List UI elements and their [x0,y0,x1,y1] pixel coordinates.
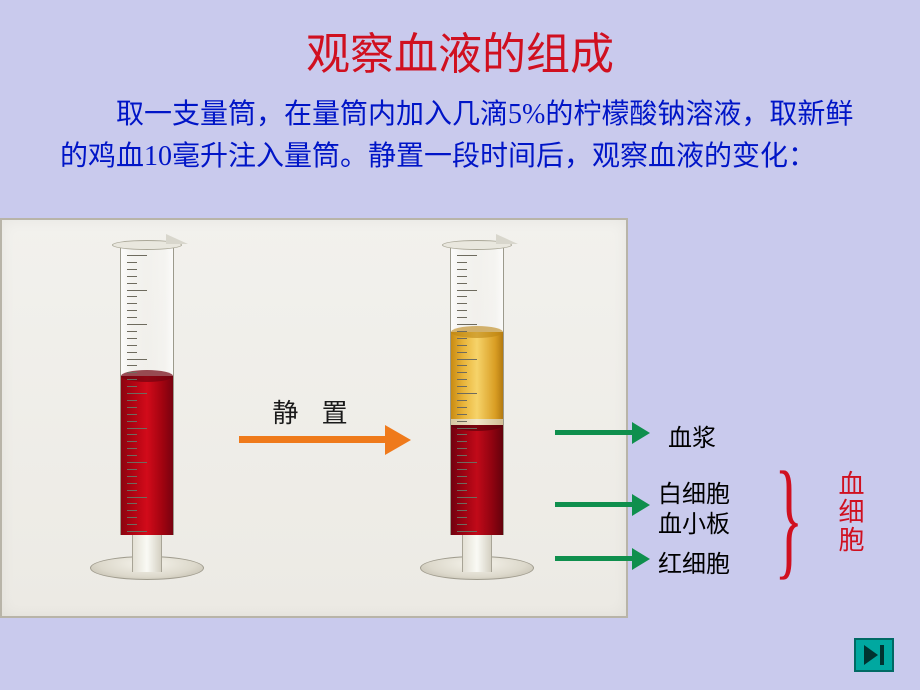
meniscus [451,326,503,338]
meniscus [121,370,173,382]
brace: } [774,452,803,584]
rbc-layer [451,425,503,535]
arrow-line [555,556,632,561]
big-arrow [239,436,389,443]
cylinder-tube [450,245,504,535]
cylinder-spout [166,234,188,244]
label-plasma: 血浆 [668,418,716,453]
cylinder-tube [120,245,174,535]
page-title: 观察血液的组成 [0,0,920,82]
label-platelet: 血小板 [658,504,730,539]
cylinder-after [442,240,512,580]
settle-label: 静 置 [239,393,389,430]
cylinder-stem [132,530,162,572]
cylinder-before [112,240,182,580]
next-button[interactable] [854,638,894,672]
plasma-layer [451,332,503,419]
play-icon [864,645,878,665]
arrow-line [555,502,632,507]
description-text: 取一支量筒，在量筒内加入几滴5%的柠檬酸钠溶液，取新鲜的鸡血10毫升注入量筒。静… [0,82,920,178]
arrow-head [632,548,650,570]
arrow-head [632,494,650,516]
arrow-head [632,422,650,444]
blood-liquid [121,376,173,536]
bar-icon [880,645,884,665]
diagram-container: 静 置 [0,218,628,618]
settle-arrow-group: 静 置 [239,393,389,443]
label-rbc: 红细胞 [658,544,730,579]
arrow-line [555,430,632,435]
brace-label: 血细胞 [832,470,869,554]
cylinder-stem [462,530,492,572]
cylinder-spout [496,234,518,244]
